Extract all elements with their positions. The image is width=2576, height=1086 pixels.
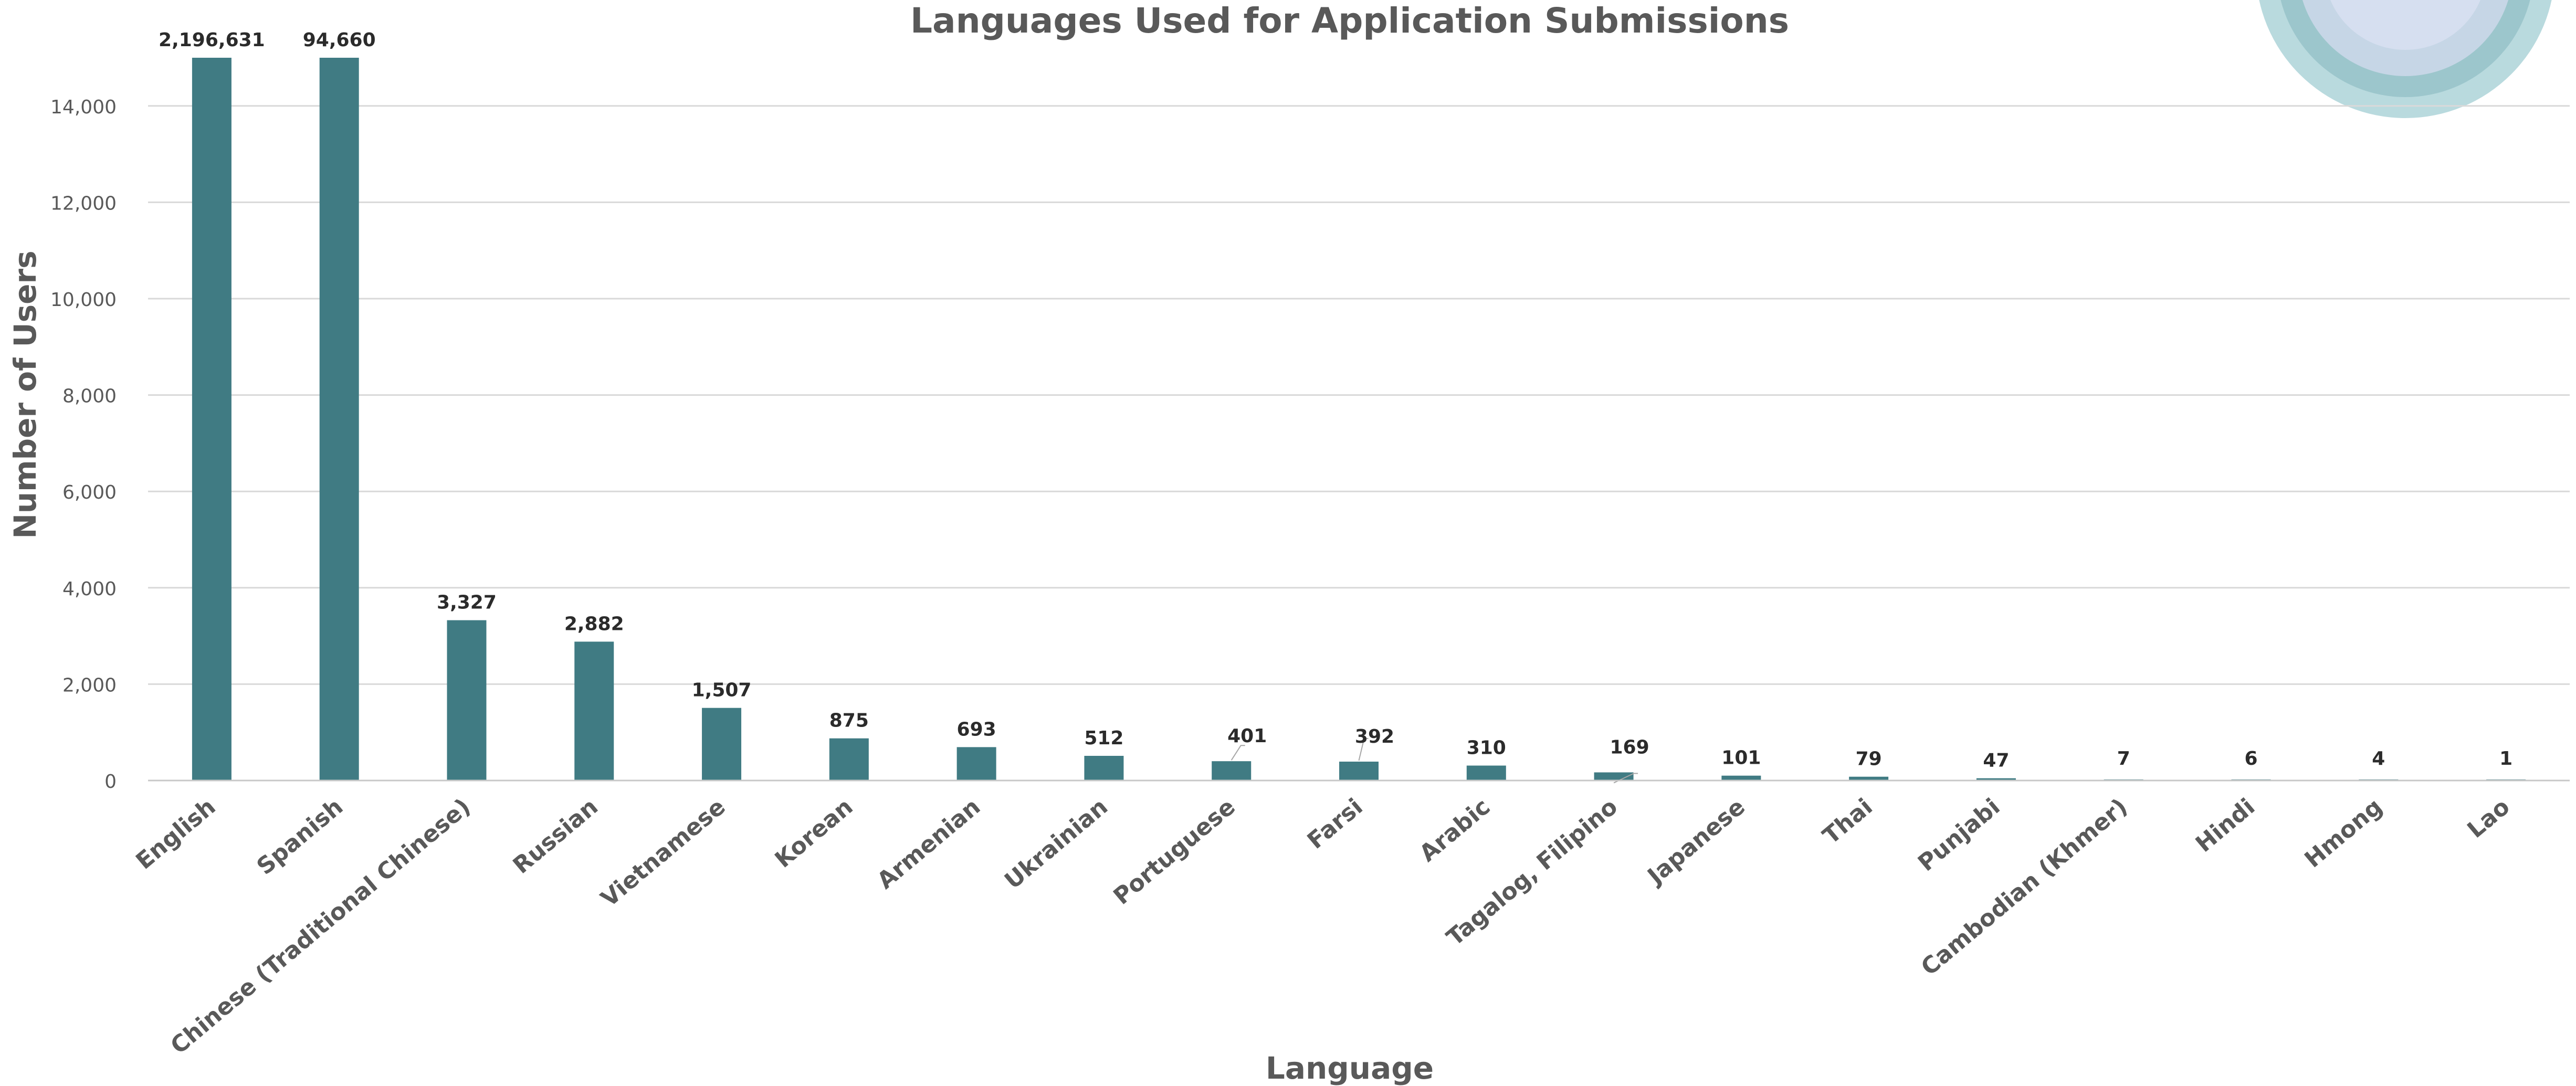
data-label: 169 [1610,736,1649,758]
data-label: 47 [1983,750,2009,772]
bar [1976,778,2016,781]
data-label: 693 [957,719,996,740]
data-label: 310 [1467,737,1506,759]
data-label: 2,882 [564,613,624,635]
data-label: 6 [2244,748,2257,769]
data-label: 1,507 [692,680,752,701]
data-labels: 2,196,631 94,660 3,327 2,882 1,507 875 693 512 4… [159,29,2512,784]
data-label: 512 [1084,727,1123,749]
decor-core [2330,0,2480,50]
x-tick-label: Japanese [1642,793,1750,890]
bar [1466,765,1506,781]
x-tick-label: Hindi [2191,793,2260,858]
y-tick-label: 10,000 [50,289,117,311]
bar [829,738,869,781]
gridlines [148,105,2570,685]
y-tick-label: 6,000 [62,482,117,503]
data-label-leader [1231,745,1245,761]
bar [447,620,487,781]
chart-title: Languages Used for Application Submissio… [910,1,1789,41]
data-label-leader [1613,773,1638,784]
data-label: 392 [1355,726,1394,747]
x-tick-label: Portuguese [1108,793,1240,910]
data-label: 79 [1856,748,1882,770]
bar [1721,775,1761,781]
bars [192,58,2526,781]
bar [1339,762,1379,781]
y-tick-label: 12,000 [50,193,117,214]
x-tick-label: Korean [770,793,858,873]
y-axis-ticks: 0 2,000 4,000 6,000 8,000 10,000 12,000 14,000 [50,97,117,793]
data-label: 101 [1721,747,1761,769]
y-tick-label: 8,000 [62,386,117,407]
x-tick-label: Hmong [2299,793,2387,873]
data-label: 401 [1227,725,1267,747]
x-tick-label: Arabic [1414,793,1495,867]
y-tick-label: 4,000 [62,578,117,600]
bar [192,58,232,781]
x-tick-label: Spanish [252,793,349,880]
x-tick-label: Vietnamese [596,793,730,912]
data-label: 2,196,631 [159,29,265,51]
x-tick-label: Ukrainian [1000,793,1113,894]
x-axis-title: Language [1266,1050,1434,1086]
bar [574,641,614,781]
data-label: 94,660 [303,29,376,51]
bar [1849,776,1889,781]
data-label: 1 [2499,748,2512,769]
data-label-leader [1358,738,1369,761]
bar [702,708,742,781]
bar [319,58,359,781]
decorative-circles-graphic [2259,0,2552,118]
data-label: 875 [829,710,869,732]
x-tick-label: Lao [2463,793,2515,844]
data-label: 3,327 [437,592,497,614]
bar [1084,755,1124,781]
x-tick-label: English [131,793,220,874]
x-tick-label: Farsi [1302,793,1368,854]
bar [1212,761,1252,781]
x-tick-label: Cambodian (Khmer) [1916,793,2132,981]
y-axis-title: Number of Users [7,250,43,539]
x-tick-label: Armenian [872,793,985,894]
x-tick-label: Russian [508,793,603,879]
y-tick-label: 0 [104,771,117,793]
data-label: 4 [2372,748,2385,769]
y-tick-label: 2,000 [62,674,117,696]
x-tick-label: Punjabi [1913,793,2005,877]
bar [956,747,996,781]
x-tick-label: Thai [1818,793,1878,849]
data-label: 7 [2117,748,2130,769]
y-tick-label: 14,000 [50,97,117,118]
